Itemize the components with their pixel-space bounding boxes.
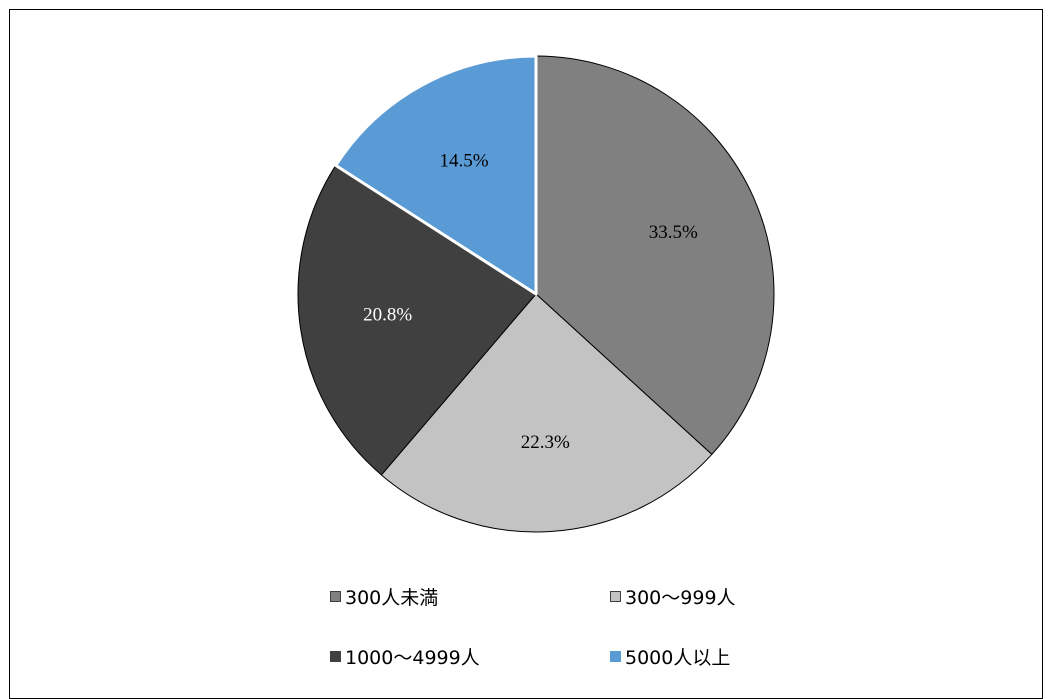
pie-slice: [380, 293, 713, 533]
pie-data-label: 14.5%: [440, 151, 489, 172]
pie-data-label: 20.8%: [363, 304, 412, 325]
pie-data-label: 33.5%: [649, 222, 698, 243]
pie-slice: [297, 164, 537, 476]
pie-chart: 33.5% 22.3% 20.8% 14.5%: [297, 54, 775, 533]
pie-data-label: 22.3%: [521, 432, 570, 453]
pie-slice: [535, 55, 775, 455]
pie-data-labels: 33.5% 22.3% 20.8% 14.5%: [363, 151, 698, 453]
pie-slices: [297, 54, 775, 533]
pie-slice: [334, 54, 538, 296]
